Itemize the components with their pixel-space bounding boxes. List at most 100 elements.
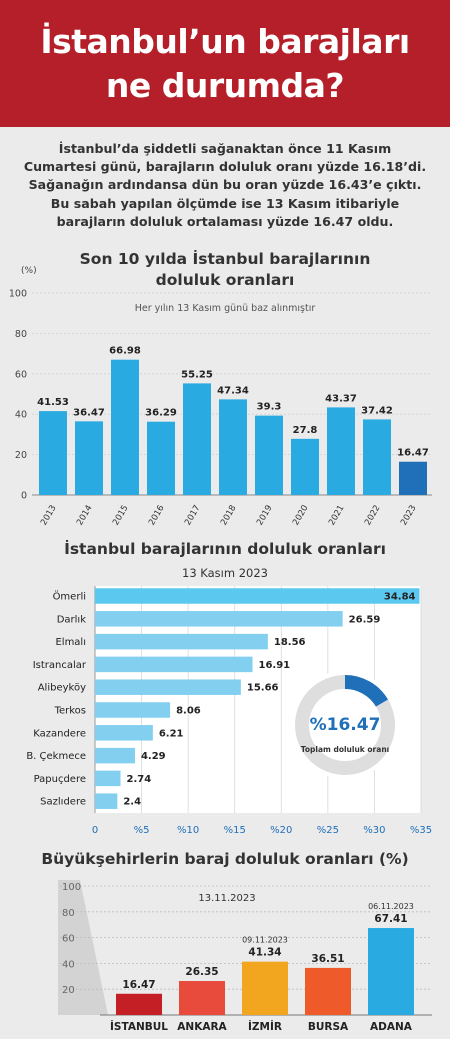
y-tick-label: 0 [21, 491, 27, 502]
bar-2013 [39, 411, 67, 495]
y-tick-label: 40 [15, 410, 27, 421]
y-tick-label: 60 [15, 369, 27, 380]
bar-value-label: 34.84 [384, 592, 416, 603]
x-tick-label: 2019 [255, 504, 274, 528]
page-title-line2: ne durumda? [105, 66, 345, 105]
bar-Papuçdere [95, 770, 121, 787]
donut-segment [344, 675, 388, 707]
x-tick-label: %25 [317, 825, 339, 836]
intro-line: İstanbul’da şiddetli sağanaktan önce 11 … [58, 141, 392, 156]
bar-value-label: 26.59 [349, 614, 381, 625]
category-label: Sazlıdere [40, 797, 86, 808]
x-tick-label: 2015 [111, 504, 130, 528]
y-tick-label: 20 [15, 450, 27, 461]
x-tick-label: 0 [92, 825, 98, 836]
bar-value-label: 2.74 [127, 774, 152, 785]
category-label: Papuçdere [34, 774, 86, 785]
x-tick-label: ADANA [370, 1021, 413, 1033]
chart3-title: Büyükşehirlerin baraj doluluk oranları (… [41, 850, 409, 868]
bar-2022 [363, 419, 391, 495]
bar-2020 [291, 438, 319, 495]
bar-Kazandere [95, 725, 153, 741]
common-date-label: 13.11.2023 [198, 893, 255, 904]
bar-value-label: 27.8 [293, 425, 318, 436]
bar-Ömerli [95, 588, 420, 604]
bar-value-label: 66.98 [109, 346, 141, 357]
bar-value-label: 41.34 [248, 947, 281, 959]
x-tick-label: 2021 [327, 504, 346, 528]
intro-line: Cumartesi günü, barajların doluluk oranı… [23, 159, 427, 175]
intro-paragraph: İstanbul’da şiddetli sağanaktan önce 11 … [20, 140, 430, 231]
bar-2019 [255, 415, 283, 495]
bar-value-label: 55.25 [181, 369, 213, 380]
bar-2017 [183, 383, 211, 495]
bar-value-label: 36.47 [73, 407, 105, 418]
bar-2023 [399, 461, 427, 495]
bar-İSTANBUL [116, 993, 162, 1015]
x-tick-label: İSTANBUL [110, 1019, 168, 1033]
bar-value-label: 67.41 [374, 913, 407, 925]
chart-yearly-occupancy: (%) 0 20 40 60 80 100 41.53 2013 36.47 2014 66.98 20… [9, 266, 432, 528]
axis-wedge [58, 880, 108, 1015]
bar-value-label: 39.3 [257, 402, 282, 413]
y-tick-label: 20 [62, 985, 75, 996]
category-label: Elmalı [55, 637, 86, 648]
bar-value-label: 16.91 [259, 660, 291, 671]
bar-value-label: 8.06 [176, 706, 201, 717]
x-tick-label: %5 [134, 825, 150, 836]
category-label: B. Çekmece [26, 751, 86, 762]
y-tick-label: 100 [62, 882, 81, 893]
x-tick-label: 2017 [183, 504, 202, 528]
intro-line: barajların doluluk ortalaması yüzde 16.4… [56, 213, 394, 229]
x-tick-label: %15 [224, 825, 246, 836]
chart-dam-occupancy: Ömerli 34.84 Darlık 26.59 Elmalı 18.56 Istranc… [26, 586, 432, 836]
x-tick-label: %10 [177, 825, 199, 836]
x-tick-label: %30 [363, 825, 385, 836]
bar-Istrancalar [95, 656, 253, 673]
donut-value: %16.47 [310, 715, 381, 735]
bar-value-label: 2.4 [123, 797, 141, 808]
bar-value-label: 47.34 [217, 385, 249, 396]
bar-ADANA [368, 928, 414, 1015]
x-tick-label: 2023 [399, 504, 418, 528]
bar-İZMİR [242, 961, 288, 1015]
bar-value-label: 15.66 [247, 683, 279, 694]
x-tick-label: 2022 [363, 504, 382, 528]
bar-ANKARA [179, 981, 225, 1015]
x-tick-label: BURSA [308, 1021, 349, 1033]
y-tick-label: 40 [62, 959, 75, 970]
bar-2015 [111, 359, 139, 495]
x-tick-label: %35 [410, 825, 432, 836]
x-tick-label: 2016 [147, 504, 166, 528]
bar-value-label: 18.56 [274, 637, 306, 648]
bar-value-label: 6.21 [159, 728, 184, 739]
chart1-title-line2: doluluk oranları [155, 271, 295, 289]
category-label: Terkos [54, 706, 86, 717]
chart1-subtitle: Her yılın 13 Kasım günü baz alınmıştır [134, 303, 316, 314]
bar-Terkos [95, 702, 171, 718]
category-label: Ömerli [53, 590, 86, 603]
category-label: Darlık [57, 614, 86, 625]
y-tick-label: 80 [15, 329, 27, 340]
y-tick-label: 60 [62, 934, 75, 945]
intro-line: Bu sabah yapılan ölçümde ise 13 Kasım it… [50, 195, 400, 211]
chart2-title: İstanbul barajlarının doluluk oranları [64, 540, 386, 558]
x-tick-label: 2014 [75, 504, 94, 528]
x-tick-label: 2020 [291, 504, 310, 528]
chart2-subtitle: 13 Kasım 2023 [182, 566, 268, 580]
bar-Sazlıdere [95, 793, 118, 809]
bar-2018 [219, 399, 247, 495]
category-label: Alibeyköy [38, 683, 86, 694]
x-tick-label: ANKARA [177, 1021, 227, 1033]
bar-Darlık [95, 611, 343, 627]
donut-caption: Toplam doluluk oranı [301, 745, 389, 754]
bar-value-label: 16.47 [397, 448, 429, 459]
bar-value-label: 26.35 [185, 966, 218, 978]
bar-date-label: 06.11.2023 [368, 902, 414, 911]
intro-line: Sağanağın ardındansa dün bu oran yüzde 1… [28, 177, 422, 193]
y-axis-label: (%) [21, 266, 37, 276]
x-tick-label: %20 [270, 825, 292, 836]
bar-2021 [327, 407, 355, 495]
chart1-title-line1: Son 10 yılda İstanbul barajlarının [79, 250, 371, 268]
x-tick-label: İZMİR [248, 1019, 282, 1033]
